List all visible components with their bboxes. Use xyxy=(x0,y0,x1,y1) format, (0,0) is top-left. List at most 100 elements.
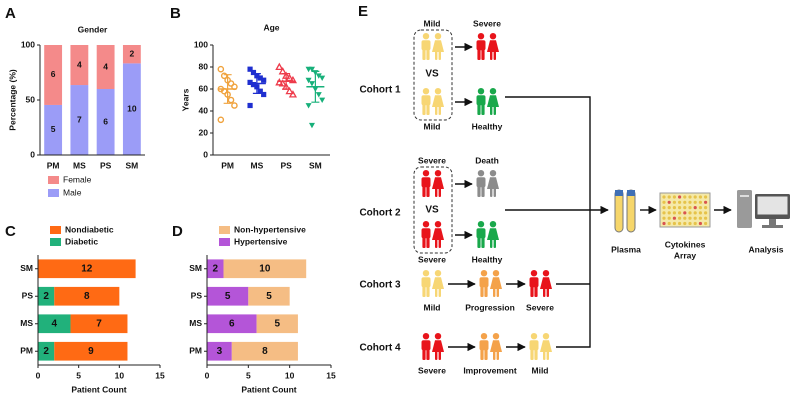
stage-label: Mild xyxy=(424,302,441,312)
stage-label: Improvement xyxy=(463,365,517,375)
stage-label: Mild xyxy=(532,365,549,375)
well xyxy=(683,200,687,204)
person xyxy=(487,88,499,115)
group-label: Mild xyxy=(424,121,441,131)
x-tick-label: 5 xyxy=(76,370,81,380)
panel-letter: C xyxy=(5,223,16,240)
dot xyxy=(261,91,267,98)
well xyxy=(688,200,692,204)
x-tick-label: 0 xyxy=(205,370,210,380)
bar-segment xyxy=(207,259,224,279)
dot xyxy=(227,96,235,104)
person xyxy=(432,170,444,197)
x-tick-label: PM xyxy=(221,160,234,170)
x-tick-label: 5 xyxy=(246,370,251,380)
legend-swatch xyxy=(219,238,230,246)
dot xyxy=(288,90,298,98)
legend-label: Hypertensive xyxy=(234,236,288,246)
well xyxy=(688,206,692,210)
dot xyxy=(227,80,235,87)
person xyxy=(479,270,489,297)
data-label: 8 xyxy=(262,346,268,357)
well xyxy=(678,211,682,215)
legend-label: Male xyxy=(63,187,82,197)
dot xyxy=(257,75,263,81)
panel-letter: A xyxy=(5,5,16,22)
person xyxy=(476,88,486,115)
data-label: 10 xyxy=(259,263,271,274)
bar-segment xyxy=(207,341,232,361)
well xyxy=(688,216,692,220)
y-axis-label: Years xyxy=(180,88,190,111)
count-label: 6 xyxy=(103,116,108,126)
well xyxy=(693,195,697,199)
dot xyxy=(257,88,263,94)
stage-label: Severe xyxy=(526,302,554,312)
dot xyxy=(217,65,225,73)
well xyxy=(678,200,682,204)
legend-swatch xyxy=(50,238,61,246)
person xyxy=(540,270,552,297)
count-label: 7 xyxy=(77,114,82,124)
well xyxy=(688,211,692,215)
dot xyxy=(308,81,315,87)
well xyxy=(667,195,671,199)
person xyxy=(421,170,431,197)
well xyxy=(662,206,666,210)
bar-segment xyxy=(70,85,89,155)
count-label: 5 xyxy=(51,124,56,134)
person xyxy=(432,270,444,297)
well xyxy=(688,221,692,226)
well xyxy=(704,206,708,210)
y-tick-label: PM xyxy=(20,346,33,356)
y-tick-label: PM xyxy=(189,346,202,356)
well xyxy=(683,195,687,199)
dot xyxy=(308,66,315,73)
legend-label: Female xyxy=(63,174,92,184)
x-axis-label: Patient Count xyxy=(241,384,296,394)
group-box xyxy=(413,29,453,121)
bar-segment xyxy=(207,314,257,334)
bar-segment xyxy=(70,45,89,86)
x-tick-label: 10 xyxy=(115,370,125,380)
y-tick-label: 100 xyxy=(194,39,208,49)
x-tick-label: PS xyxy=(280,160,292,170)
legend-swatch xyxy=(48,189,59,197)
bar-segment xyxy=(231,341,298,361)
dot xyxy=(319,75,326,81)
dot xyxy=(217,116,225,124)
y-tick-label: 40 xyxy=(199,105,209,115)
group-label: Healthy xyxy=(472,121,503,131)
person xyxy=(476,221,486,248)
dot xyxy=(305,103,312,109)
data-label: 12 xyxy=(81,263,93,274)
well xyxy=(672,200,677,204)
person xyxy=(529,270,539,297)
well xyxy=(704,200,708,204)
well xyxy=(678,195,682,199)
dot xyxy=(261,77,267,83)
count-label: 6 xyxy=(51,69,56,79)
well xyxy=(667,221,671,226)
well xyxy=(693,211,697,215)
person xyxy=(432,33,444,60)
well xyxy=(678,206,682,210)
pipeline-label: Plasma xyxy=(611,244,641,254)
dot xyxy=(275,78,284,86)
well xyxy=(667,206,671,210)
cytokine-plate xyxy=(659,192,711,228)
well xyxy=(672,211,677,215)
pipeline-label: Array xyxy=(674,250,696,260)
well xyxy=(662,195,666,199)
dot xyxy=(247,66,253,72)
dot xyxy=(305,77,312,84)
arrows xyxy=(448,42,732,352)
x-tick-label: SM xyxy=(309,160,322,170)
y-tick-label: PS xyxy=(22,291,34,301)
bar-segment xyxy=(44,104,63,155)
y-tick-label: MS xyxy=(20,318,33,328)
y-tick-label: 0 xyxy=(203,149,208,159)
well xyxy=(678,216,682,220)
data-label: 6 xyxy=(229,318,235,329)
data-label: 7 xyxy=(96,318,102,329)
